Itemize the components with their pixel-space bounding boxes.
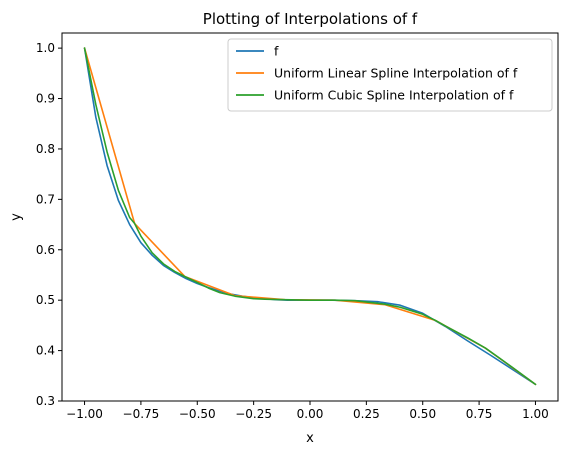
y-tick-label: 1.0 xyxy=(36,41,55,55)
x-axis-label: x xyxy=(306,431,314,446)
legend: f Uniform Linear Spline Interpolation of … xyxy=(227,38,553,112)
series-layer xyxy=(83,47,537,386)
x-tick-label: 0.50 xyxy=(409,407,436,421)
legend-box xyxy=(227,38,553,112)
x-tick-label: −0.50 xyxy=(179,407,216,421)
x-tick-label: 0.00 xyxy=(297,407,324,421)
y-tick-label: 0.3 xyxy=(36,394,55,408)
y-tick-label: 0.4 xyxy=(36,344,55,358)
y-tick-label: 0.5 xyxy=(36,293,55,307)
legend-label-1: Uniform Linear Spline Interpolation of f xyxy=(274,66,518,81)
x-tick-label: −1.00 xyxy=(66,407,103,421)
x-tick-label: −0.25 xyxy=(235,407,272,421)
y-tick-label: 0.8 xyxy=(36,142,55,156)
y-axis: 0.3 0.4 0.5 0.6 0.7 0.8 0.9 1.0 xyxy=(36,41,62,408)
series-line-2 xyxy=(83,47,537,386)
y-axis-label: y xyxy=(9,213,24,221)
chart-title: Plotting of Interpolations of f xyxy=(203,10,418,28)
x-axis: −1.00 −0.75 −0.50 −0.25 0.00 0.25 0.50 0.75 1.00 xyxy=(66,401,549,421)
x-tick-label: 0.75 xyxy=(466,407,493,421)
legend-label-2: Uniform Cubic Spline Interpolation of f xyxy=(274,88,514,103)
legend-label-0: f xyxy=(274,44,279,59)
y-tick-label: 0.9 xyxy=(36,92,55,106)
x-tick-label: −0.75 xyxy=(123,407,160,421)
x-tick-label: 1.00 xyxy=(522,407,549,421)
y-tick-label: 0.6 xyxy=(36,243,55,257)
y-tick-label: 0.7 xyxy=(36,192,55,206)
x-tick-label: 0.25 xyxy=(353,407,380,421)
